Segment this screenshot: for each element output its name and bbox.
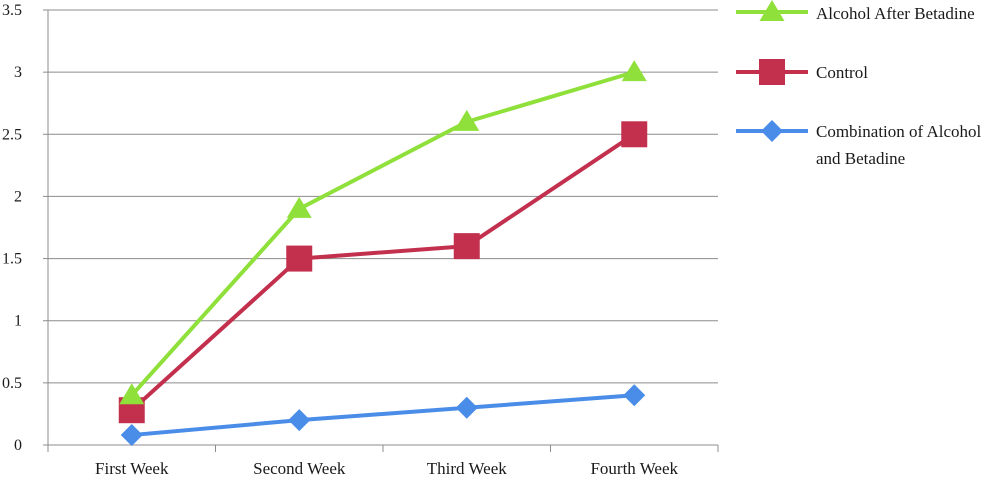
legend-marker-square [759, 59, 785, 85]
y-tick-label: 0.5 [2, 375, 22, 392]
alcohol-after-betadine-point [119, 383, 145, 405]
alcohol-after-betadine-point [286, 196, 312, 218]
control-point [621, 121, 648, 148]
combination-of-alcohol-and-betadine-point [288, 409, 311, 432]
alcohol-after-betadine-point [454, 109, 480, 131]
alcohol-after-betadine-point [621, 60, 647, 82]
combination-of-alcohol-and-betadine-point [120, 424, 143, 447]
combination-of-alcohol-and-betadine-point [623, 384, 646, 407]
y-tick-label: 0 [14, 437, 22, 454]
y-tick-label: 1.5 [2, 251, 22, 268]
y-tick-label: 2 [14, 188, 22, 205]
alcohol-after-betadine-series [119, 60, 647, 405]
legend-swatches [736, 0, 808, 142]
combination-of-alcohol-and-betadine-series [120, 384, 646, 447]
y-tick-label: 3 [14, 64, 22, 81]
legend-marker-diamond [761, 120, 783, 142]
x-tick-label: Third Week [427, 459, 507, 478]
alcohol-after-betadine-line [130, 70, 635, 397]
control-point [286, 245, 313, 272]
axes: 0 0.5 1 1.5 2 2.5 3 3.5 First Week Second Week Thi… [2, 2, 719, 478]
y-tick-label: 2.5 [2, 126, 22, 143]
data-series [118, 60, 648, 447]
y-tick-label: 1 [14, 313, 22, 330]
x-tick-label: Fourth Week [590, 459, 678, 478]
control-point [453, 233, 480, 260]
legend-swatch-control [736, 59, 808, 85]
control-line [130, 132, 636, 412]
legend-marker-triangle [759, 0, 785, 21]
combination-of-alcohol-and-betadine-point [455, 396, 478, 419]
x-tick-label: First Week [95, 459, 169, 478]
legend-swatch-alcohol-after-betadine [736, 0, 808, 21]
x-tick-label: Second Week [253, 459, 346, 478]
legend-swatch-combination-of-alcohol-and-betadine [736, 120, 808, 142]
y-tick-label: 3.5 [2, 2, 22, 19]
combination-of-alcohol-and-betadine-line [131, 393, 635, 438]
